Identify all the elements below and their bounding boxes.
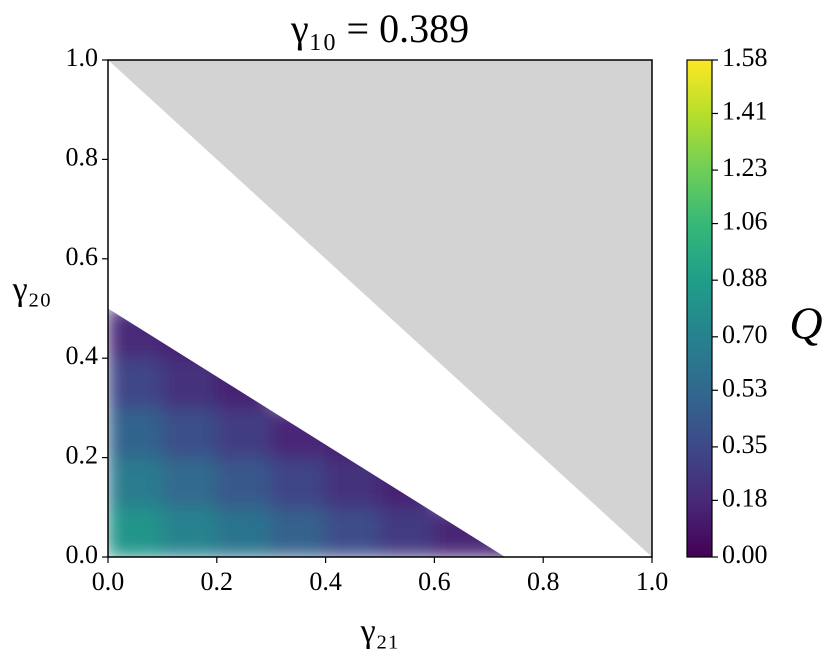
- y-axis-label: γ₂₀: [12, 271, 52, 308]
- heatmap-cell: [270, 456, 327, 509]
- x-tick-label: 1.0: [636, 567, 669, 596]
- y-tick-label: 0.6: [66, 242, 99, 271]
- x-axis-label: γ₂₁: [360, 613, 400, 650]
- heatmap-cell: [161, 308, 218, 360]
- x-tick-label: 0.8: [527, 567, 560, 596]
- heatmap-cell: [324, 506, 381, 557]
- heatmap-cell: [161, 406, 218, 459]
- heatmap-cell: [379, 456, 436, 509]
- heatmap-cell: [108, 357, 164, 409]
- heatmap-cell: [379, 506, 436, 557]
- heatmap-cell: [215, 506, 273, 557]
- colorbar-tick-label: 0.18: [722, 483, 768, 512]
- heatmap-cell: [270, 406, 327, 459]
- heatmap-cell: [108, 406, 164, 459]
- y-tick-label: 1.0: [66, 43, 99, 72]
- heatmap-cell: [108, 506, 164, 557]
- heatmap-cell: [270, 506, 327, 557]
- colorbar-tick-label: 1.58: [722, 43, 768, 72]
- masked-region: [108, 60, 652, 557]
- colorbar-tick-label: 1.23: [722, 153, 768, 182]
- heatmap-cell: [161, 506, 218, 557]
- heatmap-cell: [433, 506, 490, 557]
- plot-frame: [107, 59, 653, 558]
- heatmap-cell: [161, 357, 218, 409]
- colorbar-tick-label: 0.53: [722, 373, 768, 402]
- heatmap-cell: [108, 308, 164, 360]
- heatmap-cell: [161, 456, 218, 509]
- x-tick-label: 0.4: [309, 567, 342, 596]
- x-tick-label: 0.6: [418, 567, 451, 596]
- heatmap-cell: [324, 406, 381, 459]
- y-tick-label: 0.8: [66, 142, 99, 171]
- colorbar: [686, 59, 713, 558]
- heatmap-cell: [215, 357, 273, 409]
- x-tick-label: 0.0: [92, 567, 125, 596]
- heatmap-cell: [108, 456, 164, 509]
- colorbar-tick-label: 1.41: [722, 96, 768, 125]
- colorbar-tick-label: 0.00: [722, 540, 768, 569]
- heatmap-cell: [324, 456, 381, 509]
- heatmap-cell: [215, 456, 273, 509]
- x-tick-label: 0.2: [201, 567, 234, 596]
- colorbar-label: Q: [789, 298, 822, 349]
- chart-title: γ₁₀ = 0.389: [290, 6, 469, 51]
- colorbar-tick-label: 0.70: [722, 320, 768, 349]
- y-tick-label: 0.0: [66, 540, 99, 569]
- colorbar-tick-label: 0.88: [722, 263, 768, 292]
- y-tick-label: 0.2: [66, 441, 99, 470]
- y-tick-label: 0.4: [66, 341, 99, 370]
- colorbar-tick-label: 0.35: [722, 430, 768, 459]
- colorbar-tick-label: 1.06: [722, 207, 768, 236]
- heatmap-cell: [487, 506, 506, 557]
- heatmap-cell: [215, 406, 273, 459]
